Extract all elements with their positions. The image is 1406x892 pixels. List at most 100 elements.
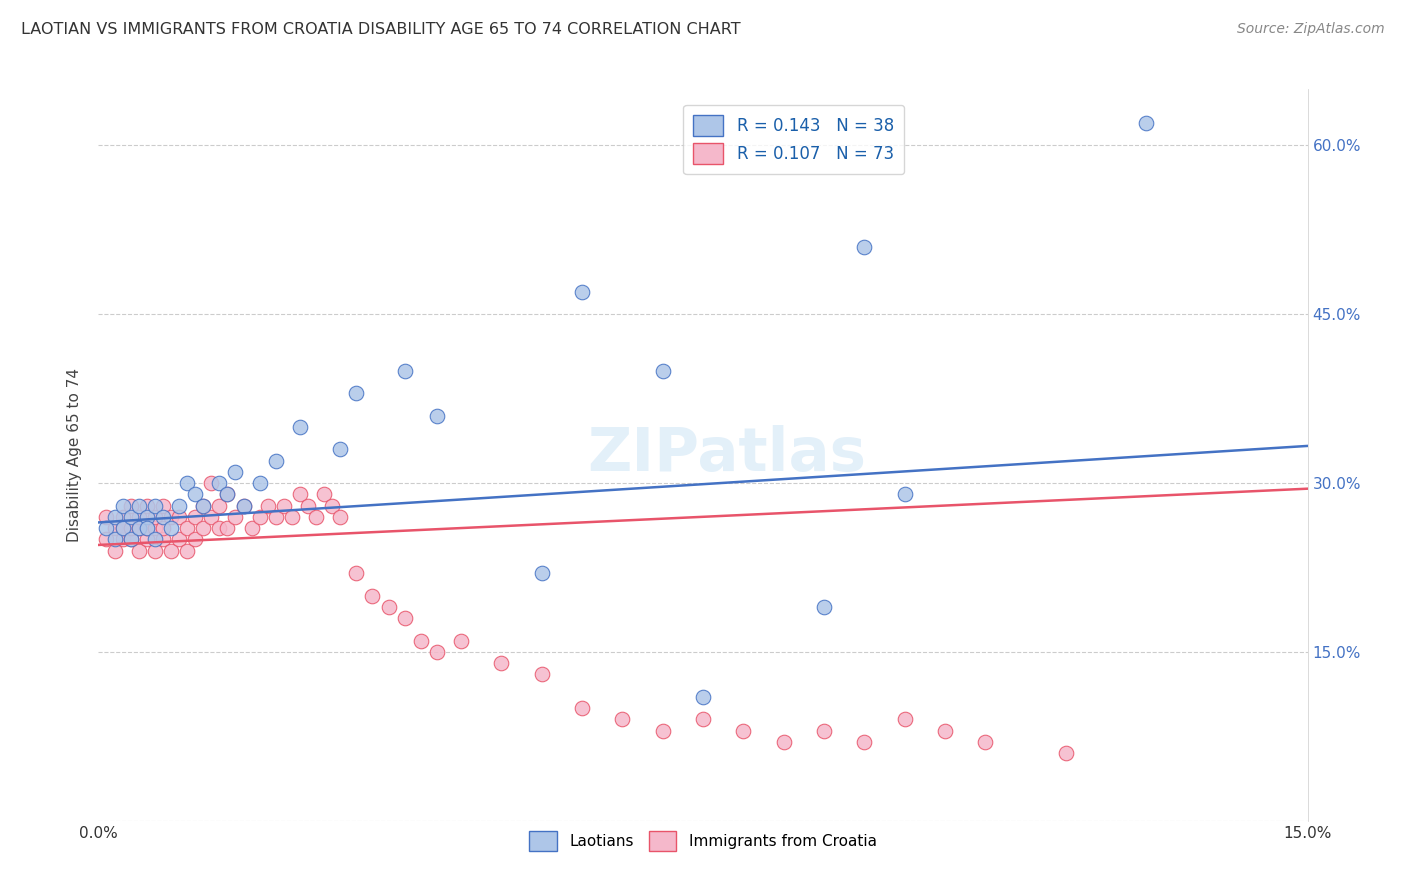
Y-axis label: Disability Age 65 to 74: Disability Age 65 to 74 xyxy=(67,368,83,542)
Point xyxy=(409,633,432,648)
Point xyxy=(217,487,239,501)
Point xyxy=(530,566,553,580)
Point xyxy=(813,599,835,614)
Point xyxy=(651,723,673,738)
Point xyxy=(344,566,367,580)
Point xyxy=(193,499,215,513)
Point xyxy=(264,509,287,524)
Point xyxy=(111,533,134,547)
Point xyxy=(329,442,352,457)
Point xyxy=(651,363,673,377)
Point xyxy=(152,533,174,547)
Point xyxy=(288,419,311,434)
Point xyxy=(167,533,190,547)
Point xyxy=(692,690,714,704)
Point xyxy=(128,499,150,513)
Point xyxy=(733,723,755,738)
Point xyxy=(208,499,231,513)
Point xyxy=(143,499,166,513)
Point xyxy=(135,499,157,513)
Point xyxy=(232,499,254,513)
Point xyxy=(135,509,157,524)
Point xyxy=(135,521,157,535)
Point xyxy=(135,521,157,535)
Point xyxy=(167,509,190,524)
Point xyxy=(853,240,876,254)
Point xyxy=(281,509,304,524)
Point xyxy=(361,589,384,603)
Point xyxy=(152,499,174,513)
Point xyxy=(893,487,915,501)
Point xyxy=(232,499,254,513)
Point xyxy=(128,521,150,535)
Point xyxy=(329,509,352,524)
Point xyxy=(256,499,278,513)
Point xyxy=(305,509,328,524)
Point xyxy=(120,499,142,513)
Point xyxy=(426,645,449,659)
Point xyxy=(224,509,246,524)
Text: ZIPatlas: ZIPatlas xyxy=(588,425,866,484)
Point xyxy=(264,453,287,467)
Point xyxy=(176,476,198,491)
Point xyxy=(193,499,215,513)
Point xyxy=(208,521,231,535)
Point xyxy=(344,386,367,401)
Point xyxy=(240,521,263,535)
Point xyxy=(200,509,222,524)
Point xyxy=(224,465,246,479)
Point xyxy=(1135,116,1157,130)
Point xyxy=(120,533,142,547)
Point xyxy=(143,509,166,524)
Point xyxy=(96,521,118,535)
Point xyxy=(128,543,150,558)
Point xyxy=(96,509,118,524)
Point xyxy=(128,509,150,524)
Point xyxy=(193,521,215,535)
Point xyxy=(111,521,134,535)
Point xyxy=(249,476,271,491)
Point xyxy=(135,533,157,547)
Point xyxy=(143,533,166,547)
Point xyxy=(152,521,174,535)
Point xyxy=(217,487,239,501)
Point xyxy=(273,499,295,513)
Point xyxy=(692,712,714,726)
Point xyxy=(111,509,134,524)
Point xyxy=(853,735,876,749)
Point xyxy=(974,735,997,749)
Point xyxy=(200,476,222,491)
Point xyxy=(249,509,271,524)
Point xyxy=(111,521,134,535)
Point xyxy=(450,633,472,648)
Point xyxy=(143,543,166,558)
Point xyxy=(377,599,399,614)
Text: Source: ZipAtlas.com: Source: ZipAtlas.com xyxy=(1237,22,1385,37)
Point xyxy=(111,499,134,513)
Point xyxy=(530,667,553,681)
Point xyxy=(96,533,118,547)
Point xyxy=(120,521,142,535)
Point xyxy=(184,487,207,501)
Point xyxy=(772,735,794,749)
Point xyxy=(813,723,835,738)
Point xyxy=(288,487,311,501)
Point xyxy=(103,543,125,558)
Point xyxy=(612,712,634,726)
Point xyxy=(176,521,198,535)
Point xyxy=(120,509,142,524)
Point xyxy=(394,363,416,377)
Point xyxy=(103,521,125,535)
Point xyxy=(128,521,150,535)
Point xyxy=(160,509,183,524)
Point xyxy=(103,509,125,524)
Point xyxy=(571,701,593,715)
Point xyxy=(217,521,239,535)
Point xyxy=(160,521,183,535)
Point xyxy=(491,656,513,670)
Point xyxy=(120,533,142,547)
Point xyxy=(426,409,449,423)
Point xyxy=(143,521,166,535)
Point xyxy=(893,712,915,726)
Point xyxy=(571,285,593,299)
